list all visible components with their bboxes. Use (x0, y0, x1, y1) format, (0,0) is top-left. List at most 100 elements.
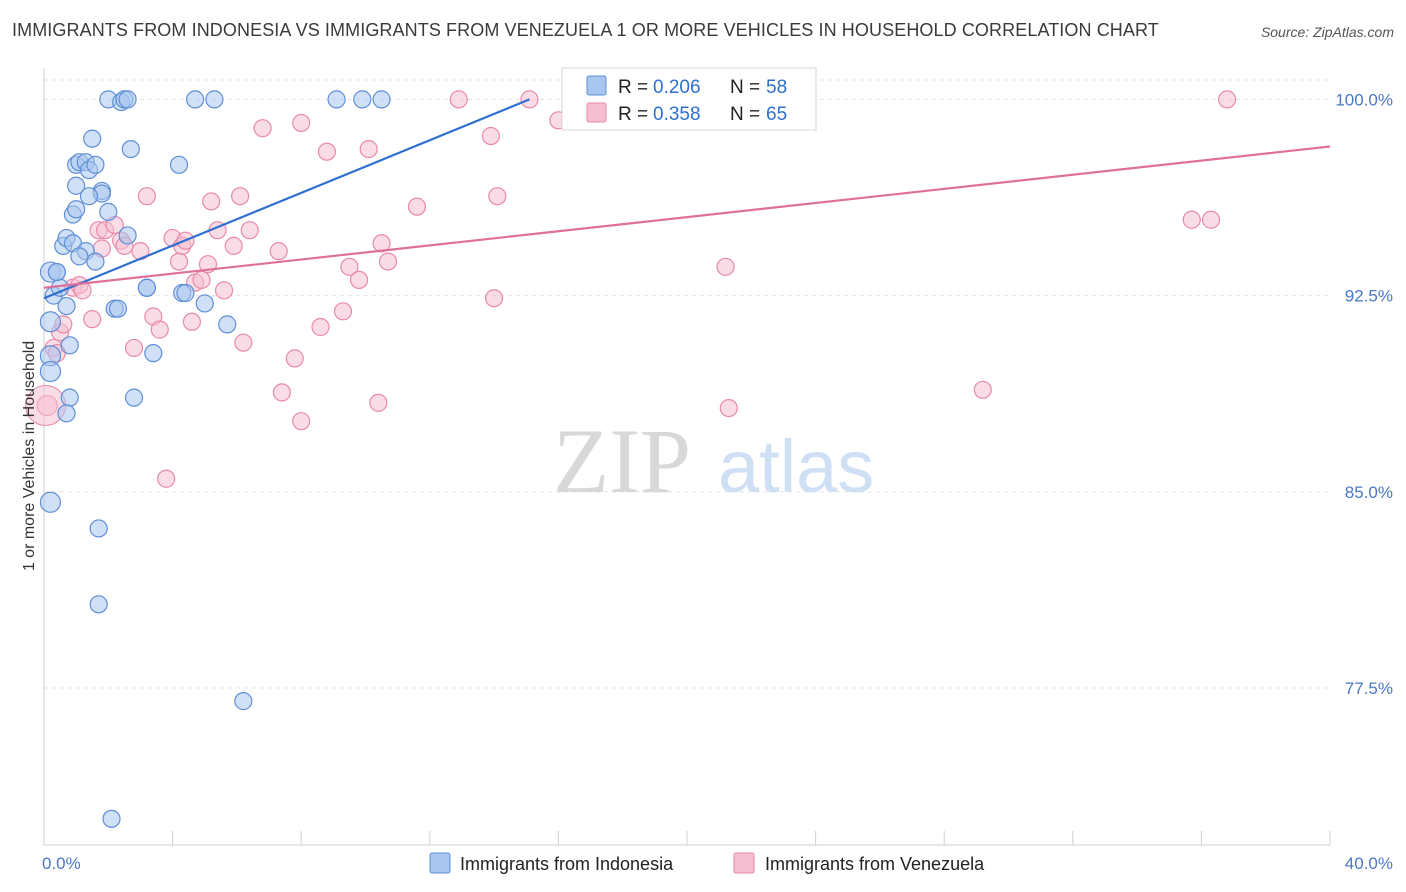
indonesia-point (186, 90, 205, 109)
indonesia-point (57, 296, 76, 316)
venezuela-point (407, 197, 427, 216)
indonesia-point (234, 692, 253, 711)
indonesia-point (218, 315, 237, 334)
legend-r-value-2: 0.358 (653, 104, 701, 125)
x-tick-label-min: 0.0% (42, 854, 81, 873)
chart-title: IMMIGRANTS FROM INDONESIA VS IMMIGRANTS … (12, 20, 1159, 40)
indonesia-point (169, 155, 189, 174)
indonesia-point (108, 299, 128, 318)
venezuela-point (202, 192, 221, 211)
x-tick-marks (43, 831, 1331, 845)
y-tick-label: 85.0% (1345, 483, 1393, 502)
indonesia-point (67, 176, 86, 195)
indonesia-point (89, 595, 108, 614)
venezuela-point (150, 320, 169, 339)
venezuela-point (333, 302, 353, 321)
venezuela-point (449, 90, 468, 109)
indonesia-point (89, 519, 108, 538)
legend-r-value-1: 0.206 (653, 77, 701, 98)
indonesia-point (70, 247, 89, 266)
indonesia-point (372, 90, 391, 109)
venezuela-point (317, 142, 337, 161)
legend-n-value-1: 58 (766, 77, 787, 98)
indonesia-point (99, 202, 118, 221)
indonesia-point (102, 809, 121, 828)
indonesia-point (195, 294, 214, 313)
indonesia-points (39, 90, 391, 828)
y-tick-labels: 77.5% 85.0% 92.5% 100.0% (1335, 90, 1393, 698)
venezuela-point (1182, 210, 1201, 229)
venezuela-point (716, 257, 735, 276)
y-axis-label: 1 or more Vehicles in Household (21, 341, 38, 571)
series-legend-swatch-venezuela (733, 852, 755, 874)
indonesia-point (137, 278, 156, 297)
indonesia-point (39, 360, 62, 383)
venezuela-point (253, 119, 272, 138)
venezuela-point (1218, 90, 1237, 109)
venezuela-point (292, 412, 311, 431)
venezuela-point (182, 312, 201, 331)
indonesia-point (60, 388, 79, 407)
indonesia-point (60, 336, 79, 355)
venezuela-point (124, 338, 144, 358)
indonesia-point (83, 129, 102, 148)
venezuela-point (157, 469, 176, 488)
venezuela-point (369, 393, 388, 412)
venezuela-point (285, 349, 304, 368)
indonesia-point (47, 262, 66, 282)
indonesia-point (86, 155, 105, 174)
indonesia-point (144, 344, 163, 363)
series-legend: Immigrants from Indonesia Immigrants fro… (429, 852, 985, 874)
series-legend-swatch-indonesia (429, 852, 451, 874)
venezuela-point (169, 252, 189, 271)
legend-r-label-1: R = (618, 77, 648, 98)
venezuela-point (372, 234, 391, 253)
y-tick-label: 100.0% (1335, 90, 1393, 109)
watermark-zip: ZIP (553, 410, 691, 512)
venezuela-trend-line (43, 145, 1331, 289)
venezuela-point (359, 140, 378, 159)
indonesia-point (327, 90, 346, 109)
x-tick-label-max: 40.0% (1345, 854, 1393, 873)
venezuela-point (311, 317, 330, 337)
y-tick-label: 77.5% (1345, 679, 1393, 698)
indonesia-point (121, 140, 140, 159)
correlation-legend: R = 0.206 N = 58 R = 0.358 N = 65 (561, 67, 817, 131)
venezuela-point (269, 242, 288, 261)
venezuela-point (973, 380, 992, 399)
legend-n-label-2: N = (730, 104, 760, 125)
indonesia-point (118, 90, 137, 109)
indonesia-point (353, 90, 372, 109)
venezuela-point (292, 113, 311, 133)
indonesia-point (205, 90, 224, 109)
venezuela-point (137, 187, 156, 206)
trend-lines (43, 98, 1331, 300)
indonesia-point (79, 187, 99, 206)
legend-n-value-2: 65 (766, 104, 787, 125)
venezuela-point (481, 126, 500, 146)
indonesia-point (67, 200, 86, 219)
venezuela-point (378, 252, 398, 271)
indonesia-point (118, 226, 137, 245)
gridlines (44, 79, 1330, 689)
watermark-atlas: atlas (718, 425, 874, 508)
venezuela-point (234, 333, 253, 352)
venezuela-point (192, 270, 211, 290)
venezuela-point (83, 310, 102, 329)
indonesia-trend-line (43, 98, 530, 300)
venezuela-point (719, 399, 738, 418)
legend-swatch-venezuela (586, 102, 607, 123)
venezuela-point (340, 257, 359, 276)
venezuela-point (349, 270, 369, 290)
venezuela-point (214, 281, 234, 300)
venezuela-point (224, 236, 243, 255)
indonesia-point (57, 404, 76, 423)
indonesia-point (39, 311, 62, 333)
venezuela-point (485, 289, 504, 308)
venezuela-point (231, 187, 250, 206)
indonesia-point (39, 491, 62, 513)
legend-r-label-2: R = (618, 104, 648, 125)
watermark: ZIP atlas (553, 410, 874, 512)
legend-n-label-1: N = (730, 77, 760, 98)
